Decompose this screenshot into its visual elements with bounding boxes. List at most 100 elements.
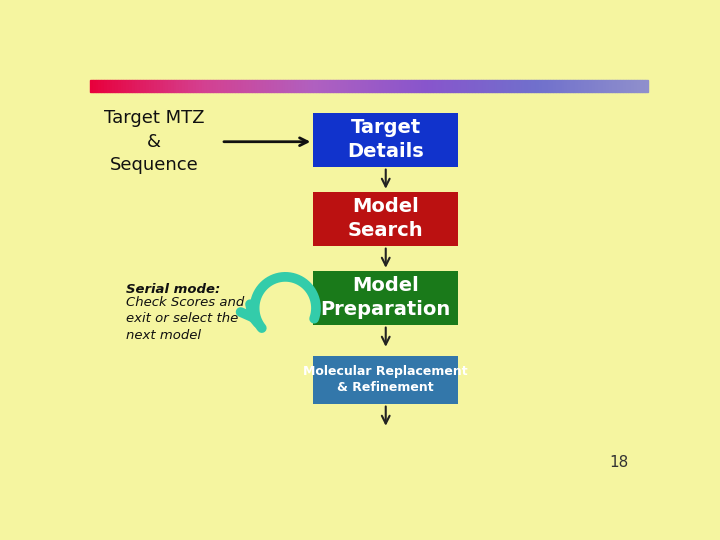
Text: Model
Search: Model Search [348, 198, 423, 240]
Bar [115, 80, 118, 92]
Bar [623, 80, 626, 92]
Bar [358, 80, 361, 92]
FancyBboxPatch shape [313, 113, 459, 167]
Bar [598, 80, 600, 92]
Bar [310, 80, 313, 92]
Bar [213, 80, 215, 92]
Bar [397, 80, 400, 92]
Bar [405, 80, 408, 92]
Bar [634, 80, 636, 92]
Bar [539, 80, 542, 92]
Bar [324, 80, 327, 92]
Bar [266, 80, 269, 92]
Bar [629, 80, 631, 92]
Bar [489, 80, 492, 92]
Bar [171, 80, 174, 92]
Bar [402, 80, 405, 92]
Bar [355, 80, 358, 92]
Bar [372, 80, 374, 92]
Bar [168, 80, 171, 92]
Bar [121, 80, 124, 92]
Bar [639, 80, 642, 92]
Bar [193, 80, 196, 92]
Bar [478, 80, 481, 92]
Bar [148, 80, 151, 92]
Bar [174, 80, 176, 92]
Bar [559, 80, 562, 92]
Bar [330, 80, 333, 92]
Bar [204, 80, 207, 92]
Bar [202, 80, 204, 92]
Bar [313, 80, 316, 92]
Bar [581, 80, 584, 92]
Bar [138, 80, 140, 92]
Bar [277, 80, 280, 92]
Bar [176, 80, 179, 92]
Bar [419, 80, 422, 92]
Bar [126, 80, 129, 92]
Bar [369, 80, 372, 92]
Bar [199, 80, 202, 92]
Text: Check Scores and
exit or select the
next model: Check Scores and exit or select the next… [126, 295, 245, 342]
Bar [221, 80, 224, 92]
Bar [269, 80, 271, 92]
Bar [380, 80, 383, 92]
Bar [185, 80, 188, 92]
Bar [523, 80, 526, 92]
Bar [469, 80, 472, 92]
Bar [386, 80, 389, 92]
Bar [163, 80, 166, 92]
Bar [456, 80, 459, 92]
Bar [252, 80, 255, 92]
Bar [305, 80, 307, 92]
Bar [464, 80, 467, 92]
Bar [218, 80, 221, 92]
Bar [595, 80, 598, 92]
Bar [578, 80, 581, 92]
Bar [392, 80, 394, 92]
Bar [534, 80, 536, 92]
Bar [112, 80, 115, 92]
Bar [631, 80, 634, 92]
Bar [394, 80, 397, 92]
Bar [285, 80, 288, 92]
Bar [327, 80, 330, 92]
Bar [349, 80, 352, 92]
Bar [620, 80, 623, 92]
Bar [260, 80, 263, 92]
Bar [517, 80, 520, 92]
Bar [151, 80, 154, 92]
Text: Serial mode:: Serial mode: [126, 283, 220, 296]
Bar [179, 80, 182, 92]
Bar [96, 80, 99, 92]
Bar [508, 80, 511, 92]
Bar [235, 80, 238, 92]
Bar [450, 80, 453, 92]
Bar [575, 80, 578, 92]
Bar [436, 80, 438, 92]
Text: Molecular Replacement
& Refinement: Molecular Replacement & Refinement [303, 365, 468, 394]
Bar [564, 80, 567, 92]
Bar [459, 80, 461, 92]
Bar [291, 80, 294, 92]
Bar [99, 80, 101, 92]
Bar [366, 80, 369, 92]
Bar [282, 80, 285, 92]
Bar [492, 80, 495, 92]
Bar [383, 80, 386, 92]
Bar [511, 80, 514, 92]
Bar [550, 80, 553, 92]
Bar [227, 80, 230, 92]
Bar [503, 80, 505, 92]
Bar [500, 80, 503, 92]
Bar [316, 80, 319, 92]
Bar [637, 80, 639, 92]
Bar [274, 80, 277, 92]
Text: Target
Details: Target Details [347, 118, 424, 161]
Bar [472, 80, 475, 92]
FancyBboxPatch shape [313, 271, 459, 325]
Bar [190, 80, 193, 92]
Bar [135, 80, 138, 92]
Bar [483, 80, 486, 92]
Bar [495, 80, 498, 92]
